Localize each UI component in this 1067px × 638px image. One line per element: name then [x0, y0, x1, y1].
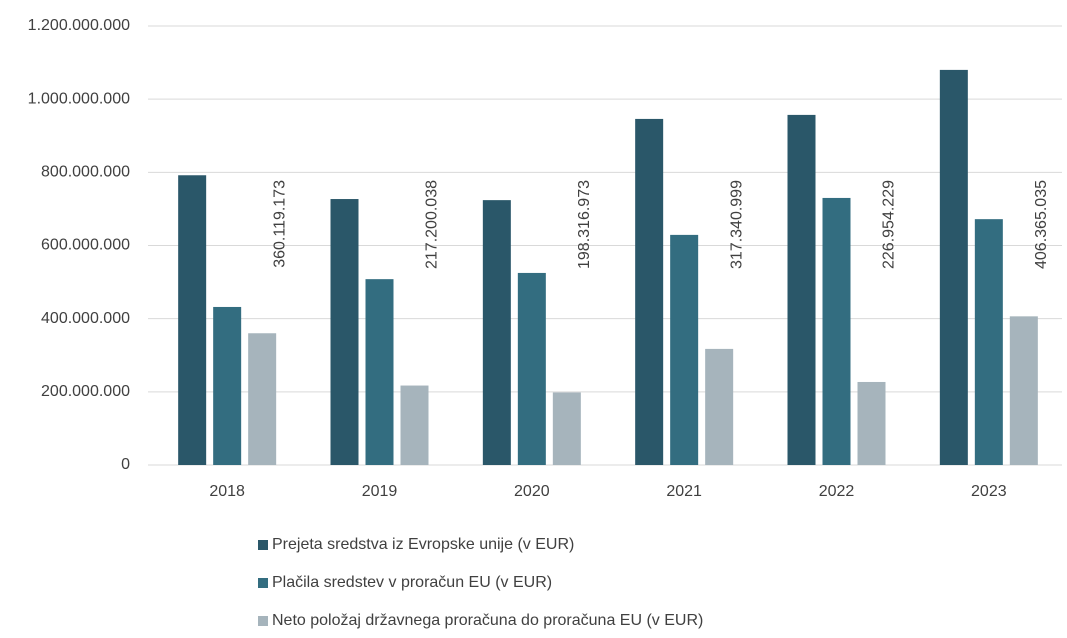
y-tick-label: 800.000.000 — [41, 164, 130, 181]
bar — [974, 219, 1003, 465]
x-tick-label: 2022 — [819, 483, 855, 500]
bar — [670, 234, 699, 465]
bar — [482, 200, 511, 466]
x-tick-label: 2018 — [209, 483, 245, 500]
data-label: 217.200.038 — [424, 180, 441, 269]
bar — [822, 197, 851, 466]
data-label: 360.119.173 — [271, 180, 288, 268]
y-tick-label: 600.000.000 — [41, 237, 130, 254]
bar — [552, 392, 581, 465]
bar — [400, 385, 429, 465]
bar — [213, 306, 242, 465]
y-tick-label: 200.000.000 — [41, 383, 130, 400]
data-label: 317.340.999 — [728, 180, 745, 269]
legend-label: Prejeta sredstva iz Evropske unije (v EU… — [272, 536, 574, 553]
bar — [365, 279, 394, 465]
y-tick-label: 1.200.000.000 — [28, 17, 130, 34]
bar — [635, 118, 664, 466]
bar — [248, 333, 277, 465]
bar — [705, 348, 734, 465]
legend-label: Plačila sredstev v proračun EU (v EUR) — [272, 574, 552, 591]
bar — [330, 199, 359, 465]
bar — [517, 272, 546, 465]
data-label: 226.954.229 — [881, 180, 898, 269]
y-tick-label: 400.000.000 — [41, 310, 130, 327]
bar — [1009, 316, 1038, 465]
y-tick-label: 0 — [121, 456, 130, 473]
legend-label: Neto položaj državnega proračuna do pror… — [272, 612, 703, 629]
data-label: 406.365.035 — [1033, 180, 1050, 269]
x-tick-label: 2019 — [362, 483, 398, 500]
x-tick-label: 2021 — [666, 483, 702, 500]
legend-swatch — [258, 578, 268, 588]
x-tick-label: 2020 — [514, 483, 550, 500]
x-tick-label: 2023 — [971, 483, 1007, 500]
legend-swatch — [258, 540, 268, 550]
bar — [857, 381, 886, 465]
bar — [178, 175, 207, 465]
legend-swatch — [258, 616, 268, 626]
data-label: 198.316.973 — [576, 180, 593, 269]
bar — [939, 69, 968, 466]
bar — [787, 114, 816, 466]
y-tick-label: 1.000.000.000 — [28, 90, 130, 107]
